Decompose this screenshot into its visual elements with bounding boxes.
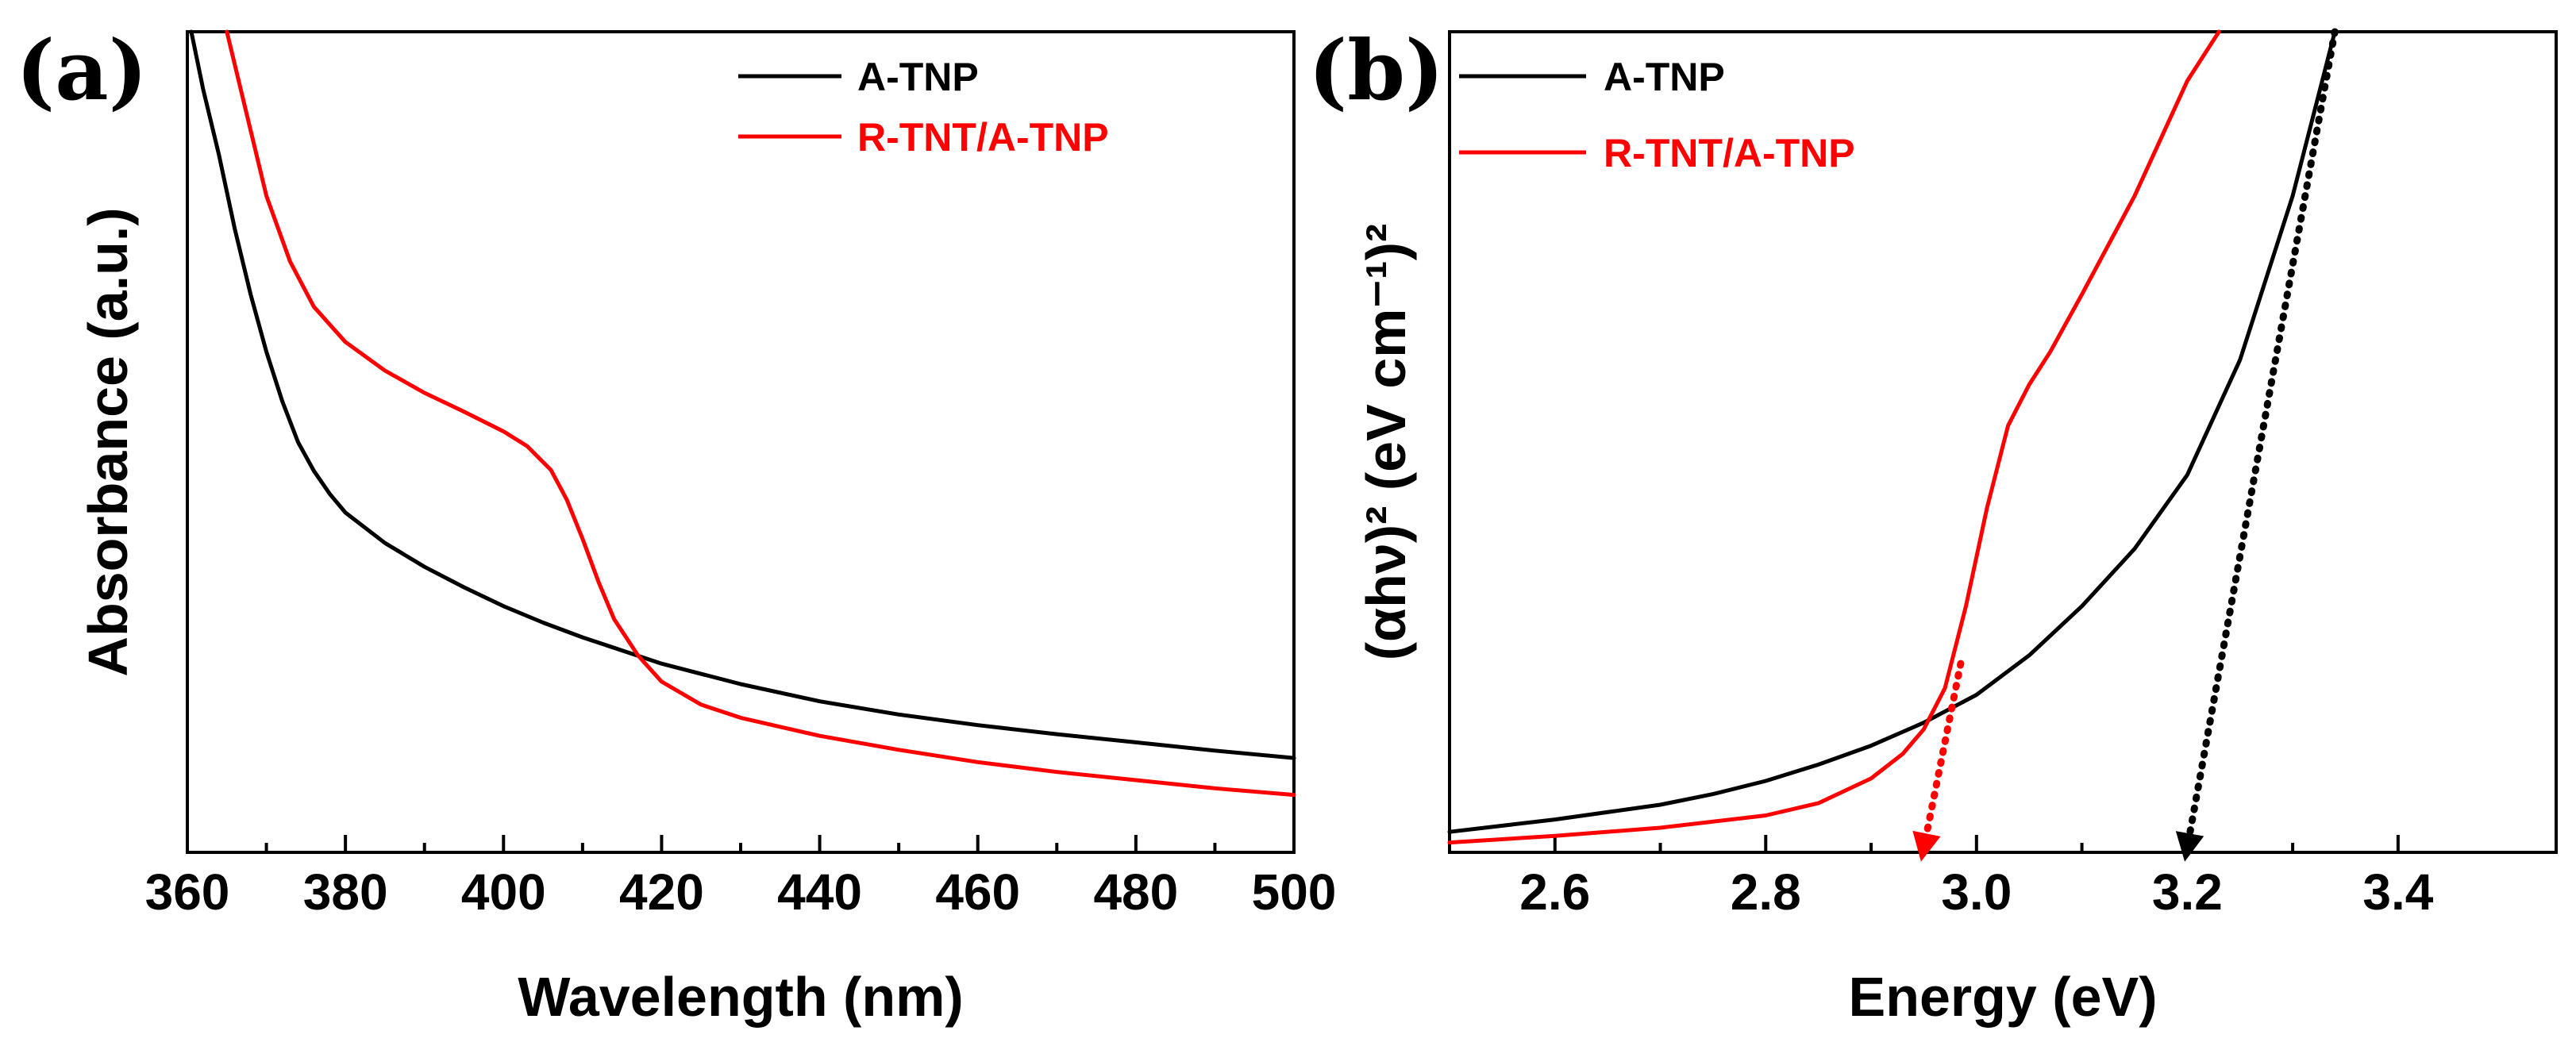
x-tick-label: 380 — [303, 863, 388, 921]
x-tick-label: 3.4 — [2362, 863, 2433, 921]
x-tick-label: 400 — [461, 863, 546, 921]
panel-b-y-axis-title: (αhν)² (eV cm⁻¹)² — [1355, 224, 1417, 661]
panel-a-x-ticks: 360 380 400 420 440 460 480 500 — [145, 835, 1337, 921]
x-tick-label: 500 — [1252, 863, 1337, 921]
panel-a-label: (a) — [16, 21, 148, 119]
series-line-a-tnp — [189, 29, 1296, 760]
x-tick-label: 360 — [145, 863, 230, 921]
panel-a-y-axis-title: Absorbance (a.u.) — [77, 207, 139, 676]
tangent-arrow-black — [2175, 28, 2339, 862]
panel-a-legend: A-TNP R-TNT/A-TNP — [738, 55, 1109, 160]
x-tick-label: 440 — [777, 863, 862, 921]
panel-b-legend: A-TNP R-TNT/A-TNP — [1459, 55, 1855, 175]
tangent-arrow-red — [1912, 660, 1965, 862]
panel-b-tangent-arrows — [1912, 28, 2339, 862]
legend-r-tnt-label: R-TNT/A-TNP — [857, 115, 1109, 160]
legend-a-tnp-label: A-TNP — [857, 55, 979, 99]
series-line-r-tnt-a-tnp — [1447, 29, 2221, 845]
panel-a-series — [189, 29, 1296, 798]
panel-b: (b) 2.6 2.8 3.0 3.2 3.4 A-TNP R-TNT/A-TNP En… — [1308, 21, 2558, 1028]
panel-b-x-axis-title: Energy (eV) — [1849, 966, 2158, 1028]
panel-a: (a) 360 380 400 420 440 460 480 500 A-TNP R-TNT… — [16, 21, 1336, 1028]
panel-a-frame — [186, 30, 1296, 854]
x-tick-label: 2.6 — [1519, 863, 1590, 921]
x-tick-label: 3.2 — [2152, 863, 2223, 921]
legend-b-a-tnp-label: A-TNP — [1604, 55, 1725, 99]
panel-b-x-ticks: 2.6 2.8 3.0 3.2 3.4 — [1519, 835, 2434, 921]
x-tick-label: 2.8 — [1731, 863, 1801, 921]
panel-b-label: (b) — [1308, 21, 1444, 119]
x-tick-label: 460 — [935, 863, 1020, 921]
x-tick-label: 3.0 — [1941, 863, 2012, 921]
x-tick-label: 480 — [1093, 863, 1178, 921]
series-line-r-tnt-a-tnp — [225, 29, 1296, 798]
panel-a-x-axis-title: Wavelength (nm) — [518, 966, 963, 1028]
x-tick-label: 420 — [619, 863, 704, 921]
panel-b-frame — [1448, 30, 2558, 854]
legend-b-r-tnt-label: R-TNT/A-TNP — [1604, 131, 1855, 175]
